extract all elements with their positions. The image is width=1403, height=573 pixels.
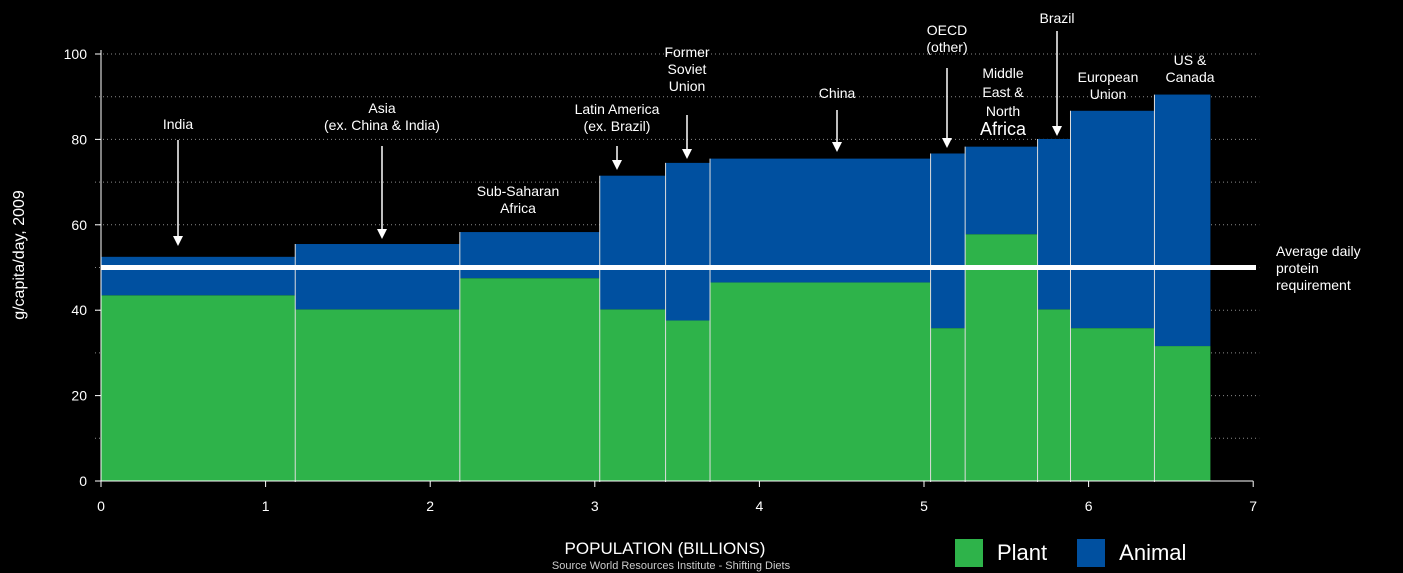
y-axis-title: g/capita/day, 2009: [11, 190, 28, 320]
annotation-arrow-head: [612, 160, 622, 170]
bar-animal: [665, 162, 711, 321]
bar-plant: [710, 282, 931, 481]
y-tick-label: 80: [71, 131, 87, 147]
region-label: Latin America: [575, 101, 660, 117]
bar-animal: [1070, 110, 1155, 329]
source-note: Source World Resources Institute - Shift…: [552, 560, 791, 572]
annotation-arrow-head: [682, 149, 692, 159]
legend-swatch-plant: [955, 539, 983, 567]
annotation-arrow-head: [173, 236, 183, 246]
bar-plant: [101, 295, 296, 481]
bar-animal: [295, 244, 460, 310]
x-tick-label: 0: [97, 498, 105, 514]
bar-animal: [965, 146, 1038, 235]
y-tick-label: 0: [79, 473, 87, 489]
region-label: Asia: [368, 100, 395, 116]
legend: Plant Animal: [955, 538, 1216, 568]
axes: 0 20 40 60 80 100 0 1 2 3 4 5 6 7: [64, 46, 1258, 514]
bar-plant: [665, 320, 711, 481]
region-label: Africa: [500, 200, 536, 216]
reference-line-label: protein: [1276, 260, 1319, 276]
region-label: North: [986, 103, 1020, 119]
y-tick-label: 40: [71, 302, 87, 318]
region-label: Africa: [980, 119, 1027, 139]
region-label: Canada: [1165, 69, 1214, 85]
bar-animal: [1154, 94, 1211, 347]
x-tick-label: 5: [920, 498, 928, 514]
reference-line-label: Average daily: [1276, 243, 1361, 259]
bars-group: [101, 94, 1211, 482]
region-label: Union: [669, 78, 706, 94]
region-label: (ex. Brazil): [584, 118, 651, 134]
bar-animal: [710, 158, 931, 283]
bar-plant: [965, 234, 1038, 481]
legend-label-animal: Animal: [1119, 540, 1187, 565]
legend-swatch-animal: [1077, 539, 1106, 567]
region-label: US &: [1174, 52, 1207, 68]
region-label: (ex. China & India): [324, 117, 440, 133]
x-tick-label: 7: [1249, 498, 1257, 514]
x-tick-label: 3: [591, 498, 599, 514]
bar-animal: [930, 153, 966, 329]
x-tick-label: 2: [426, 498, 434, 514]
bar-animal: [1037, 138, 1071, 310]
annotation-arrow-head: [942, 138, 952, 148]
annotation-arrow-head: [832, 142, 842, 152]
region-label: Former: [664, 44, 709, 60]
region-label: OECD: [927, 22, 967, 38]
annotation-arrow-head: [1052, 126, 1062, 136]
bar-plant: [1154, 346, 1211, 481]
region-label: Brazil: [1039, 10, 1074, 26]
bar-animal: [101, 256, 296, 296]
y-tick-label: 100: [64, 46, 88, 62]
region-label: Union: [1090, 86, 1127, 102]
x-tick-label: 4: [756, 498, 764, 514]
bar-animal: [599, 175, 666, 310]
bar-plant: [599, 309, 666, 481]
reference-line-label: requirement: [1276, 277, 1351, 293]
bar-plant: [295, 309, 460, 481]
y-tick-label: 20: [71, 388, 87, 404]
region-label: Sub-Saharan: [477, 183, 560, 199]
x-tick-label: 6: [1085, 498, 1093, 514]
region-label: China: [819, 85, 856, 101]
region-label: (other): [926, 39, 967, 55]
bar-animal: [459, 232, 600, 279]
bar-plant: [1070, 328, 1155, 481]
region-label: East &: [982, 84, 1024, 100]
x-axis-title: POPULATION (BILLIONS): [565, 539, 766, 558]
bar-plant: [1037, 309, 1071, 481]
x-tick-label: 1: [262, 498, 270, 514]
region-label: European: [1078, 69, 1139, 85]
y-tick-label: 60: [71, 217, 87, 233]
annotation-arrow-head: [377, 229, 387, 239]
region-label: Middle: [982, 65, 1023, 81]
region-label: India: [163, 116, 194, 132]
region-label: Soviet: [668, 61, 707, 77]
bar-plant: [459, 278, 600, 481]
bar-plant: [930, 328, 966, 481]
legend-label-plant: Plant: [997, 540, 1048, 565]
